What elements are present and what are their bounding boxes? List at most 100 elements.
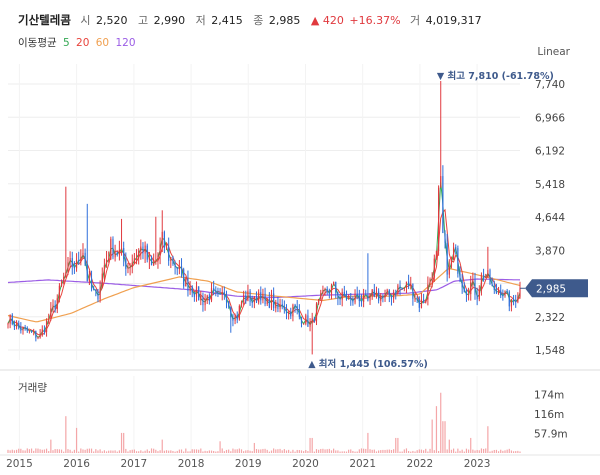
volume-bar [18,448,20,453]
volume-bar [30,448,33,453]
volume-bar [345,451,348,453]
x-tick-label: 2019 [235,458,262,470]
candle-body [15,323,18,327]
candle-body [189,286,191,292]
candle-body [313,318,315,322]
volume-bar [185,448,187,453]
candle-body [82,252,84,258]
volume-bar [455,451,457,453]
volume-bar [101,451,103,453]
candle-body [93,288,95,290]
candle-body [99,287,101,300]
ma60-label[interactable]: 60 [95,37,110,49]
volume-bar [363,448,365,453]
candle-body [292,304,294,317]
candle-body [500,290,502,296]
volume-tick-label: 116m [534,409,564,421]
candle-body [277,302,279,309]
volume-bar [482,448,485,453]
candle-body [146,245,148,260]
candle-body [474,279,476,295]
candle-body [52,304,54,309]
candle-body [431,277,433,280]
candle-body [163,231,165,248]
volume-bar [129,450,131,453]
volume-bar [487,426,489,453]
volume-bar [320,448,322,453]
volume-bar [365,448,367,453]
volume-bar [22,450,24,453]
candle-body [63,276,65,283]
volume-bar [463,451,465,453]
candle-body [50,308,52,319]
candle-body [208,295,210,301]
x-tick-label: 2015 [6,458,33,470]
volume-bar [82,449,84,453]
candle-body [508,291,510,307]
volume-bar [307,451,309,453]
candle-body [495,289,498,294]
volume-bar [480,448,483,453]
candle-body [35,331,37,338]
current-price-label: 2,985 [536,283,566,295]
candle-body [427,284,429,300]
volume-bar [110,450,112,453]
volume-bar [230,451,232,453]
volume-bar [268,451,270,453]
volume-bar [309,437,311,453]
candle-body [249,290,251,303]
candle-body [11,314,13,325]
volume-bar [472,449,474,453]
volume-bar [73,449,76,453]
candle-body [142,246,144,254]
volume-bar [333,448,335,453]
scale-toggle-button[interactable]: Linear [537,46,570,58]
candle-body [159,244,161,256]
volume-bar [517,450,519,453]
volume-bar [393,449,395,453]
candle-body [322,289,324,294]
ma20-label[interactable]: 20 [76,37,90,49]
volume-bar [437,450,440,453]
ma5-label[interactable]: 5 [62,37,70,49]
candle-body [384,293,386,298]
volume-bar [245,450,247,453]
candle-body [403,287,405,289]
candle-body [26,327,28,331]
volume-bar [382,449,384,453]
volume-bar [108,450,110,453]
candle-body [232,317,234,321]
volume-bar [9,450,11,453]
volume-bar [435,406,438,453]
volume-bar [489,451,491,453]
volume-bar [198,449,200,453]
volume-bar [90,448,93,453]
candle-body [114,252,116,258]
volume-bar [120,432,123,453]
candle-body [418,299,420,308]
ma120-label[interactable]: 120 [115,37,136,49]
candle-body [86,264,88,282]
candle-body [125,259,127,269]
candle-body [435,251,438,259]
volume-bar [414,451,416,453]
candle-body [290,312,292,317]
candle-body [343,291,345,296]
candle-body [517,296,519,302]
volume-bar [405,448,408,453]
candle-body [401,288,403,290]
volume-bar [506,449,508,453]
candle-body [127,267,129,269]
candle-body [348,298,350,300]
volume-bar [264,448,266,453]
volume-bar [236,449,238,453]
ma60-line [7,267,521,323]
candle-body [440,176,442,188]
volume-bar [384,449,386,453]
volume-bar [343,451,345,453]
candle-body [58,285,61,299]
volume-bar [155,449,157,453]
volume-bar [37,448,39,453]
volume-bar [28,449,31,453]
